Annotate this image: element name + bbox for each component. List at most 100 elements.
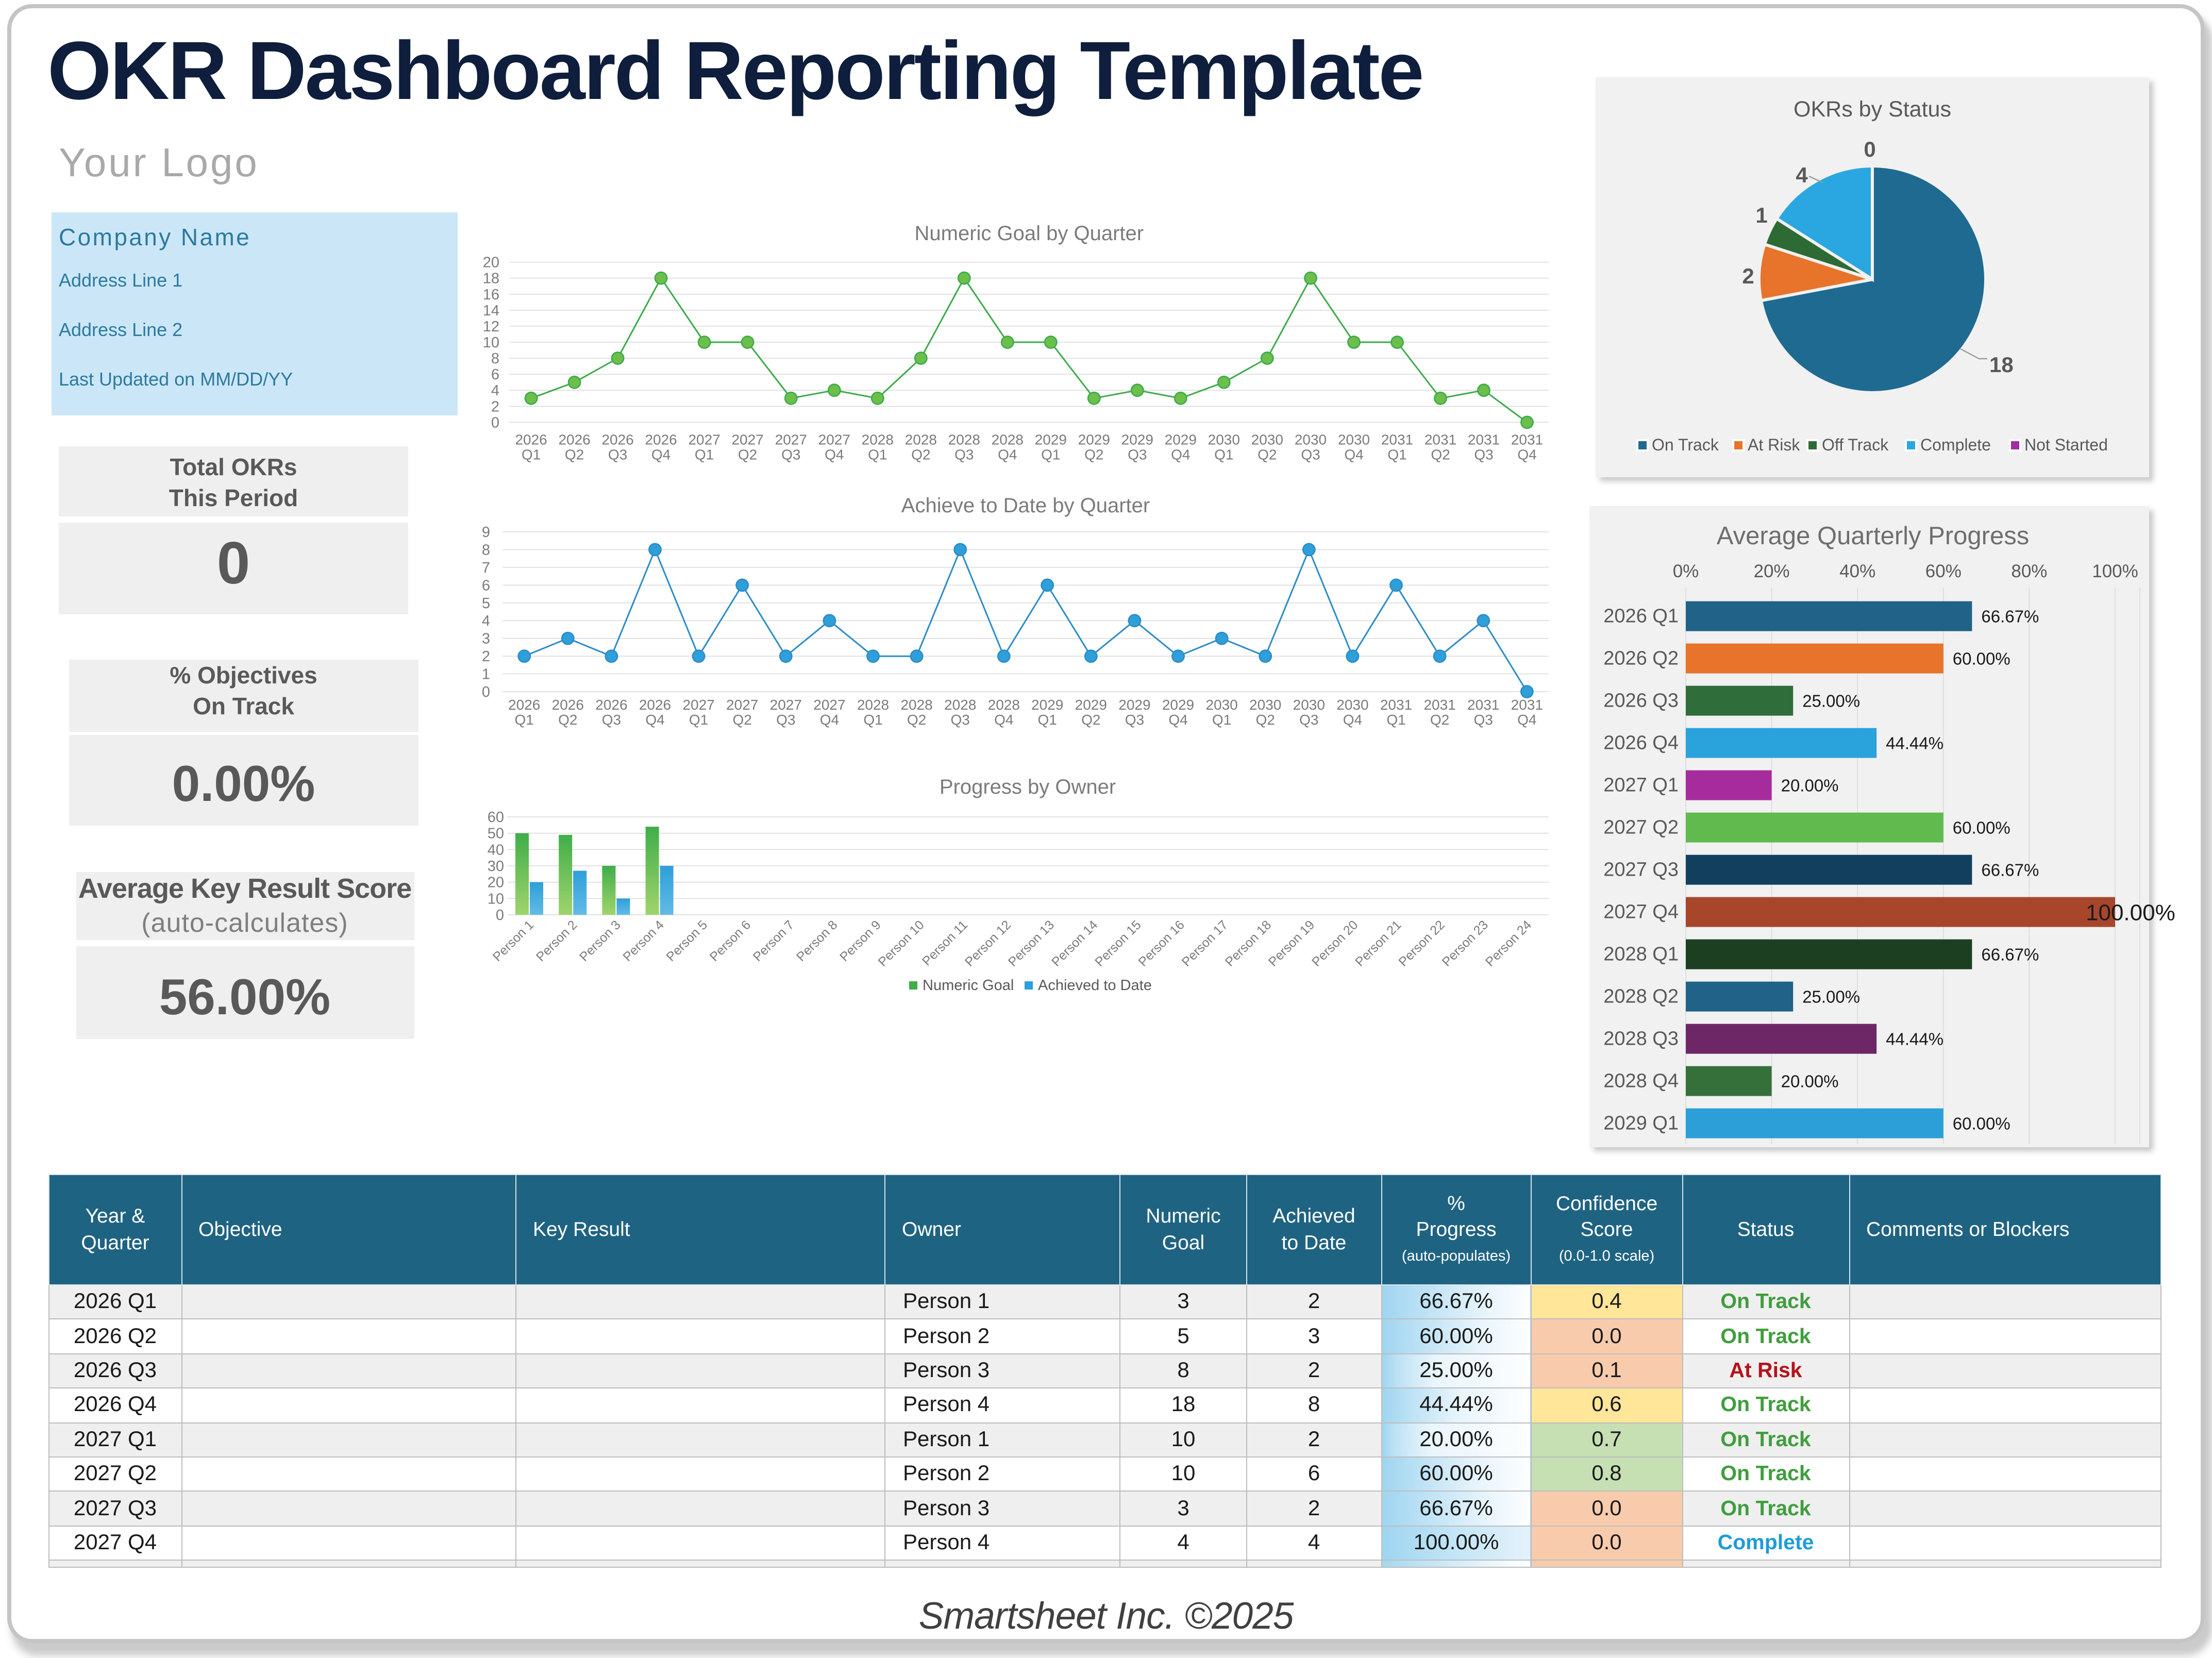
svg-text:2030: 2030 xyxy=(1208,432,1240,448)
svg-text:20.00%: 20.00% xyxy=(1781,1072,1839,1091)
svg-text:2029: 2029 xyxy=(1121,432,1153,448)
svg-text:2030: 2030 xyxy=(1249,697,1281,713)
svg-text:Q4: Q4 xyxy=(645,712,664,728)
svg-text:Person 2: Person 2 xyxy=(533,917,580,964)
svg-text:2026: 2026 xyxy=(601,432,633,448)
svg-text:12: 12 xyxy=(483,319,499,335)
svg-text:2026: 2026 xyxy=(558,432,590,448)
svg-text:OKRs by Status: OKRs by Status xyxy=(1794,97,1951,122)
svg-text:2027: 2027 xyxy=(731,432,763,448)
svg-text:2028: 2028 xyxy=(944,697,976,713)
svg-text:7: 7 xyxy=(482,560,490,576)
svg-text:2031: 2031 xyxy=(1380,697,1412,713)
svg-text:Q4: Q4 xyxy=(1344,447,1363,463)
svg-text:4: 4 xyxy=(1796,163,1808,187)
svg-text:60.00%: 60.00% xyxy=(1953,649,2010,668)
svg-text:2031: 2031 xyxy=(1467,697,1499,713)
svg-text:10: 10 xyxy=(483,334,499,351)
svg-text:14: 14 xyxy=(483,303,499,319)
svg-text:5: 5 xyxy=(482,595,490,612)
svg-text:Q4: Q4 xyxy=(1517,712,1536,728)
svg-text:Q1: Q1 xyxy=(1386,712,1405,728)
svg-text:Q3: Q3 xyxy=(776,712,795,728)
svg-text:Q4: Q4 xyxy=(825,447,844,463)
svg-text:2026 Q2: 2026 Q2 xyxy=(1603,648,1679,669)
svg-text:2026: 2026 xyxy=(639,697,671,713)
svg-text:Person 4: Person 4 xyxy=(620,917,667,964)
svg-text:60: 60 xyxy=(488,809,504,826)
svg-text:2027: 2027 xyxy=(813,697,845,713)
svg-text:2031: 2031 xyxy=(1381,432,1413,448)
svg-text:Q2: Q2 xyxy=(1258,447,1277,463)
svg-text:60.00%: 60.00% xyxy=(1953,1114,2010,1133)
svg-text:66.67%: 66.67% xyxy=(1981,861,2039,880)
svg-text:50: 50 xyxy=(488,826,504,842)
svg-text:2028: 2028 xyxy=(992,432,1024,448)
svg-text:2026: 2026 xyxy=(645,432,677,448)
svg-text:Not Started: Not Started xyxy=(2024,436,2108,454)
svg-text:18: 18 xyxy=(1989,353,2014,377)
svg-text:2027 Q1: 2027 Q1 xyxy=(1603,775,1679,796)
svg-text:Person 7: Person 7 xyxy=(750,917,797,964)
svg-text:0: 0 xyxy=(1864,137,1875,161)
svg-text:Person 21: Person 21 xyxy=(1352,917,1404,969)
svg-text:30: 30 xyxy=(488,858,504,875)
svg-text:60%: 60% xyxy=(1925,561,1962,581)
svg-text:Q3: Q3 xyxy=(1301,447,1320,463)
svg-text:Q2: Q2 xyxy=(911,447,930,463)
svg-text:Q3: Q3 xyxy=(1125,712,1144,728)
svg-text:Person 23: Person 23 xyxy=(1439,917,1491,969)
svg-text:2030: 2030 xyxy=(1205,697,1237,713)
svg-text:2027: 2027 xyxy=(775,432,807,448)
svg-text:Person 11: Person 11 xyxy=(919,917,970,968)
svg-text:Q2: Q2 xyxy=(558,712,577,728)
svg-text:Q2: Q2 xyxy=(565,447,584,463)
svg-text:60.00%: 60.00% xyxy=(1953,818,2010,838)
svg-text:Q3: Q3 xyxy=(781,447,800,463)
svg-text:2027: 2027 xyxy=(688,432,720,448)
svg-text:2028 Q1: 2028 Q1 xyxy=(1603,944,1679,965)
svg-text:Q3: Q3 xyxy=(1474,712,1493,728)
svg-text:Q2: Q2 xyxy=(1084,447,1103,463)
svg-text:Q2: Q2 xyxy=(1256,712,1275,728)
svg-text:6: 6 xyxy=(491,366,499,383)
svg-text:2029: 2029 xyxy=(1035,432,1067,448)
svg-text:Person 18: Person 18 xyxy=(1222,917,1274,969)
svg-text:2029: 2029 xyxy=(1031,697,1063,713)
svg-text:20.00%: 20.00% xyxy=(1781,776,1839,795)
svg-text:2030: 2030 xyxy=(1336,697,1368,713)
svg-text:40: 40 xyxy=(488,842,504,858)
svg-text:Q4: Q4 xyxy=(994,712,1013,728)
svg-text:Q2: Q2 xyxy=(1430,712,1449,728)
svg-text:Q1: Q1 xyxy=(1214,447,1233,463)
svg-text:2027: 2027 xyxy=(770,697,802,713)
svg-text:Person 6: Person 6 xyxy=(707,917,754,964)
svg-text:Person 15: Person 15 xyxy=(1092,917,1144,969)
svg-text:2028 Q3: 2028 Q3 xyxy=(1603,1028,1679,1050)
svg-text:66.67%: 66.67% xyxy=(1981,607,2039,626)
svg-text:2027 Q3: 2027 Q3 xyxy=(1603,859,1679,881)
svg-text:2028 Q2: 2028 Q2 xyxy=(1603,986,1679,1008)
svg-text:100.00%: 100.00% xyxy=(2086,900,2175,926)
svg-text:Achieved to Date: Achieved to Date xyxy=(1038,977,1152,994)
svg-text:Q2: Q2 xyxy=(1081,712,1100,728)
svg-text:2027 Q4: 2027 Q4 xyxy=(1603,901,1679,923)
svg-text:Q3: Q3 xyxy=(1128,447,1147,463)
svg-text:9: 9 xyxy=(482,524,490,541)
svg-text:2028: 2028 xyxy=(862,432,894,448)
svg-text:2030: 2030 xyxy=(1293,697,1325,713)
svg-text:2027 Q2: 2027 Q2 xyxy=(1603,817,1679,839)
svg-text:Q2: Q2 xyxy=(1431,447,1450,463)
svg-text:Q3: Q3 xyxy=(951,712,970,728)
svg-text:Q3: Q3 xyxy=(1299,712,1318,728)
svg-text:2028: 2028 xyxy=(857,697,889,713)
svg-text:20: 20 xyxy=(488,875,504,891)
svg-text:1: 1 xyxy=(1755,203,1767,227)
svg-text:2029: 2029 xyxy=(1118,697,1150,713)
svg-text:Person 19: Person 19 xyxy=(1266,917,1317,969)
svg-text:Achieve to Date by Quarter: Achieve to Date by Quarter xyxy=(901,494,1150,517)
svg-text:Person 16: Person 16 xyxy=(1135,917,1187,969)
svg-text:Person 14: Person 14 xyxy=(1049,917,1100,969)
svg-text:2029: 2029 xyxy=(1075,697,1107,713)
svg-text:2028: 2028 xyxy=(905,432,937,448)
